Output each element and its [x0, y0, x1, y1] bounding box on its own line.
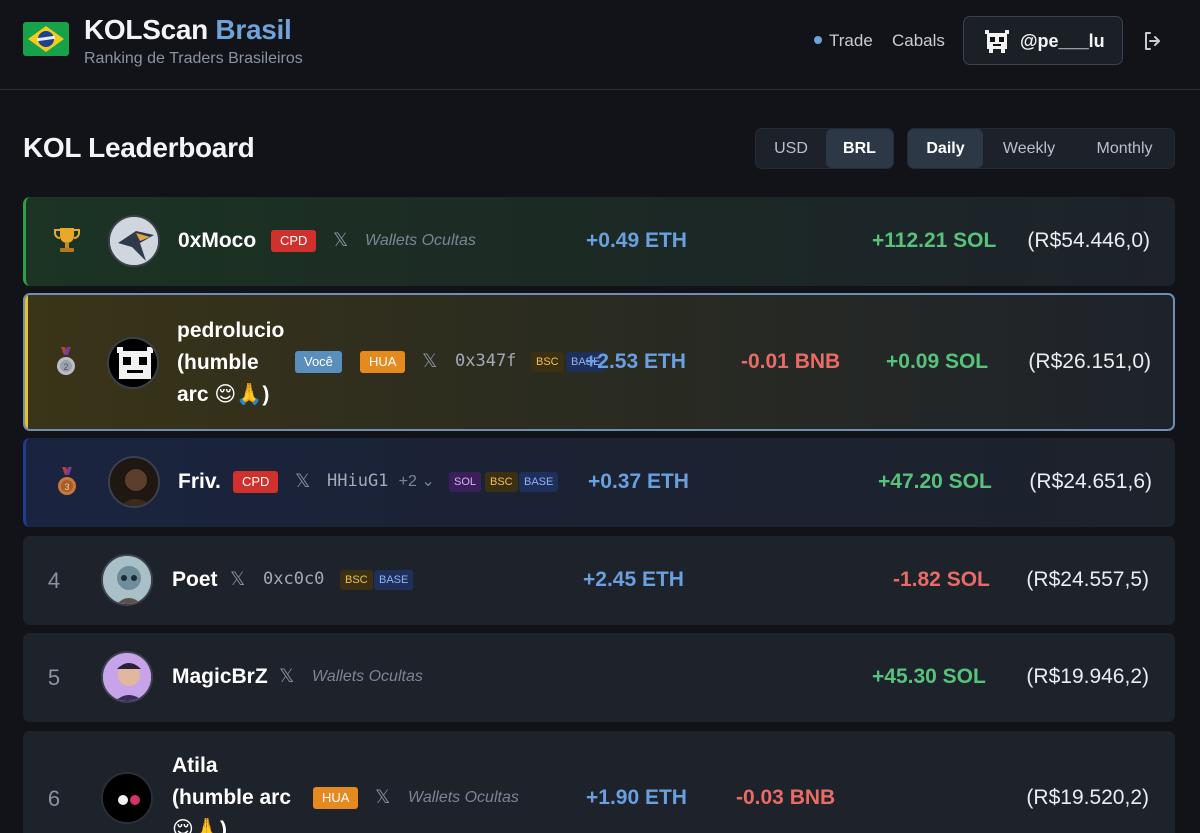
avatar — [107, 337, 159, 389]
bnb-pnl: -0.01 BNB — [741, 350, 841, 373]
sol-pnl: +0.09 SOL — [886, 350, 989, 373]
leaderboard-row[interactable]: 4 Poet 𝕏 0xc0c0 BSC BASE +2.45 ETH -1.82… — [23, 536, 1175, 625]
chain-chip-sol: SOL — [449, 472, 482, 492]
brl-total: (R$19.946,2) — [1026, 665, 1149, 688]
chain-chip-bsc: BSC — [340, 570, 373, 590]
group-badge: HUA — [360, 351, 406, 373]
chevron-down-icon[interactable]: ⌄ — [416, 473, 435, 490]
period-monthly-option[interactable]: Monthly — [1096, 140, 1153, 157]
trader-name-line1[interactable]: pedrolucio — [177, 319, 285, 342]
wallet-more-count[interactable]: +2 — [398, 473, 417, 490]
silver-medal-icon: 2 — [57, 347, 75, 375]
group-badge: CPD — [233, 471, 279, 493]
page-title: KOL Leaderboard — [23, 132, 255, 163]
wallet-address[interactable]: HHiuG1 +2 ⌄ — [327, 471, 435, 491]
logout-icon[interactable] — [1141, 29, 1165, 53]
trader-name-line2[interactable]: (humble — [177, 351, 259, 374]
brazil-flag-icon — [23, 22, 69, 56]
eth-pnl: +2.45 ETH — [583, 568, 684, 591]
rank-number: 4 — [47, 568, 61, 593]
brl-total: (R$24.651,6) — [1029, 470, 1152, 493]
app-header: KOLScan Brasil Ranking de Traders Brasil… — [0, 0, 1200, 90]
leaderboard-row-current-user[interactable]: 2 pedrolucio (humble arc 😌🙏) Você HUA 𝕏 … — [23, 293, 1175, 431]
avatar — [101, 554, 153, 606]
sol-pnl: +45.30 SOL — [872, 665, 986, 688]
wallet-hidden-label: Wallets Ocultas — [312, 668, 423, 685]
x-twitter-icon[interactable]: 𝕏 — [279, 666, 295, 687]
eth-pnl: +0.49 ETH — [586, 229, 687, 252]
leaderboard-row[interactable]: 5 MagicBrZ 𝕏 Wallets Ocultas +45.30 SOL … — [23, 633, 1175, 722]
user-avatar-icon — [985, 30, 1009, 53]
wallet-address-text: HHiuG1 — [327, 471, 389, 491]
avatar — [101, 651, 153, 703]
period-toggle: Daily Weekly Monthly — [907, 128, 1175, 169]
user-profile-button[interactable]: @pe___lu — [963, 16, 1123, 65]
currency-brl-option[interactable]: BRL — [826, 129, 893, 168]
sol-pnl: +47.20 SOL — [878, 470, 992, 493]
bnb-pnl: -0.03 BNB — [736, 786, 836, 809]
brl-total: (R$24.557,5) — [1026, 568, 1149, 591]
avatar — [108, 456, 160, 508]
chain-chip-bsc: BSC — [485, 472, 518, 492]
period-daily-option[interactable]: Daily — [908, 129, 983, 168]
wallet-address[interactable]: 0x347f — [455, 351, 517, 371]
user-handle: @pe___lu — [1020, 31, 1105, 51]
svg-text:3: 3 — [64, 482, 69, 492]
nav-cabals-link[interactable]: Cabals — [892, 31, 945, 50]
x-twitter-icon[interactable]: 𝕏 — [375, 787, 391, 808]
sol-pnl: +112.21 SOL — [872, 229, 997, 252]
trader-name[interactable]: Friv. — [178, 470, 221, 493]
leaderboard-row[interactable]: 6 Atila (humble arc 😌🙏) HUA 𝕏 Wallets Oc… — [23, 731, 1175, 833]
period-weekly-option[interactable]: Weekly — [1002, 140, 1056, 157]
brl-total: (R$19.520,2) — [1026, 786, 1149, 809]
x-twitter-icon[interactable]: 𝕏 — [295, 471, 311, 492]
sol-pnl: -1.82 SOL — [893, 568, 990, 591]
currency-toggle: USD BRL — [755, 128, 894, 169]
avatar — [101, 772, 153, 824]
leaderboard-row[interactable]: 0xMoco CPD 𝕏 Wallets Ocultas +0.49 ETH +… — [23, 197, 1175, 286]
nav-trade-link[interactable]: Trade — [814, 31, 873, 51]
avatar — [108, 215, 160, 267]
trader-name-line3[interactable]: 😌🙏) — [172, 818, 228, 833]
wallet-address[interactable]: 0xc0c0 — [263, 569, 325, 589]
brand-main: KOLScan — [84, 14, 208, 45]
chain-chip-bsc: BSC — [531, 352, 564, 372]
trader-name[interactable]: MagicBrZ — [172, 665, 268, 688]
trader-name-line3[interactable]: arc 😌🙏) — [177, 383, 270, 406]
active-dot-icon — [814, 35, 822, 44]
rank-number: 6 — [47, 786, 61, 811]
brl-total: (R$26.151,0) — [1028, 350, 1151, 373]
brand-title[interactable]: KOLScan Brasil — [84, 14, 292, 46]
group-badge: HUA — [313, 787, 359, 809]
brl-total: (R$54.446,0) — [1027, 229, 1150, 252]
nav-trade-label: Trade — [829, 31, 873, 50]
wallet-hidden-label: Wallets Ocultas — [365, 232, 476, 249]
eth-pnl: +0.37 ETH — [588, 470, 689, 493]
eth-pnl: +2.53 ETH — [585, 350, 686, 373]
brand-tagline: Ranking de Traders Brasileiros — [84, 50, 303, 67]
trophy-icon — [54, 228, 80, 252]
eth-pnl: +1.90 ETH — [586, 786, 687, 809]
chain-chip-base: BASE — [519, 472, 559, 492]
current-user-badge: Você — [295, 351, 342, 373]
svg-text:2: 2 — [63, 362, 68, 372]
brand-accent: Brasil — [215, 14, 292, 45]
x-twitter-icon[interactable]: 𝕏 — [230, 569, 246, 590]
leaderboard-row[interactable]: 3 Friv. CPD 𝕏 HHiuG1 +2 ⌄ SOL BSC BASE +… — [23, 438, 1175, 527]
chain-chip-base: BASE — [374, 570, 414, 590]
trader-name-line2[interactable]: (humble arc — [172, 786, 292, 809]
trader-name[interactable]: 0xMoco — [178, 229, 257, 252]
bronze-medal-icon: 3 — [58, 467, 76, 495]
rank-number: 5 — [47, 665, 61, 690]
group-badge: CPD — [271, 230, 317, 252]
chain-chip-base: BASE — [566, 352, 606, 372]
trader-name[interactable]: Poet — [172, 568, 218, 591]
x-twitter-icon[interactable]: 𝕏 — [333, 230, 349, 251]
currency-usd-option[interactable]: USD — [774, 140, 808, 157]
trader-name-line1[interactable]: Atila — [172, 754, 218, 777]
x-twitter-icon[interactable]: 𝕏 — [422, 351, 438, 372]
wallet-hidden-label: Wallets Ocultas — [408, 789, 519, 806]
